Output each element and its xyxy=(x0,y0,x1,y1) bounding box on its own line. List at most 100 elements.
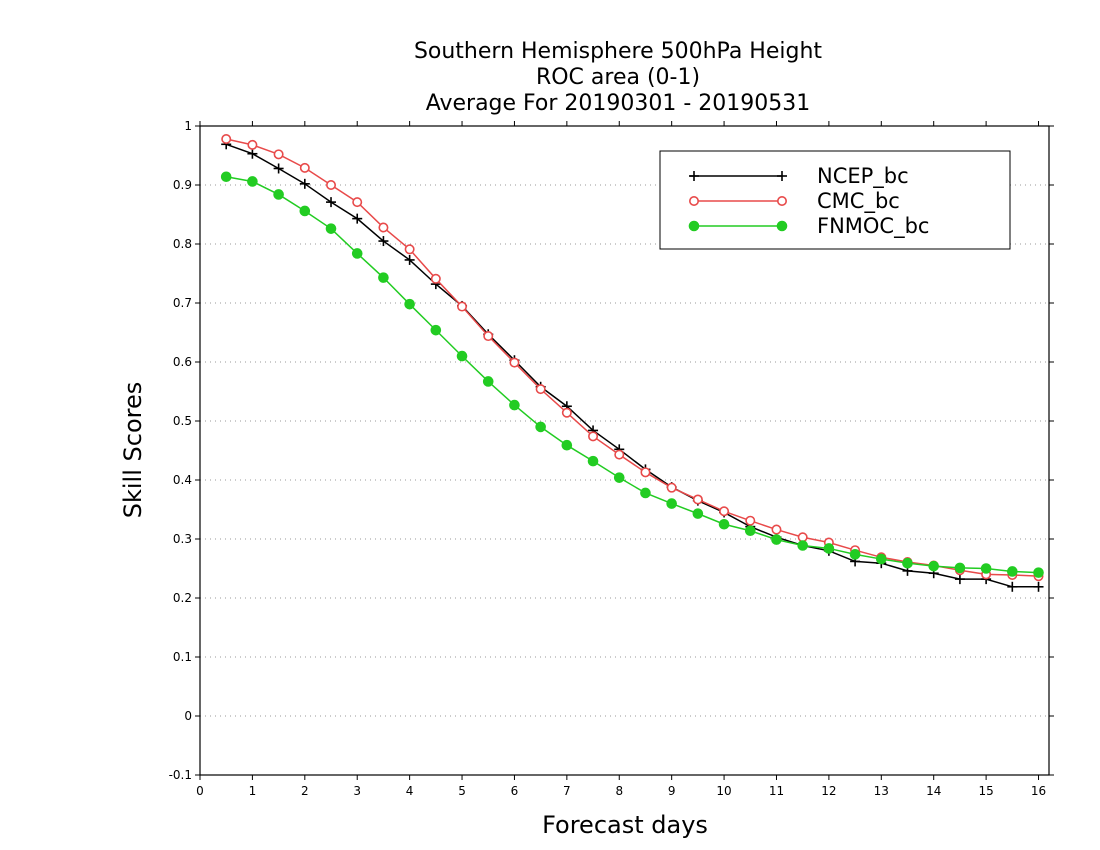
x-tick-label: 7 xyxy=(563,784,571,798)
legend-marker xyxy=(688,220,700,232)
x-tick-label: 5 xyxy=(458,784,466,798)
legend-entry: NCEP_bc xyxy=(689,164,909,189)
data-point xyxy=(1033,581,1044,592)
data-point xyxy=(456,350,468,362)
data-point xyxy=(299,205,311,217)
data-point xyxy=(718,518,730,530)
data-point xyxy=(640,467,651,478)
data-point xyxy=(351,248,363,259)
data-point xyxy=(404,244,415,255)
series-layer xyxy=(220,133,1044,592)
y-tick-label: 0 xyxy=(184,709,192,723)
data-point xyxy=(640,487,651,499)
legend-label: CMC_bc xyxy=(817,189,900,214)
axis-ticks: -0.1 0 0.1 0.2 0.3 0.4 0.5 0.6 0.7 0.8 0.9 10 1 2 3 4 5 6… xyxy=(169,119,1054,798)
legend-marker xyxy=(776,196,787,207)
data-point xyxy=(378,222,389,233)
plot-area-frame xyxy=(199,125,1050,776)
x-tick-label: 15 xyxy=(978,784,993,798)
legend-box xyxy=(659,150,1011,250)
x-tick-label: 3 xyxy=(353,784,361,798)
data-point xyxy=(404,298,415,310)
x-tick-label: 8 xyxy=(615,784,623,798)
legend-marker xyxy=(688,196,699,207)
title-line-3: Average For 20190301 - 20190531 xyxy=(426,91,811,116)
data-point xyxy=(692,508,704,519)
y-tick-label: 0.6 xyxy=(173,355,192,369)
y-tick-label: 0.4 xyxy=(173,473,192,487)
data-point xyxy=(692,494,703,505)
x-tick-label: 4 xyxy=(406,784,414,798)
data-point xyxy=(482,376,494,387)
x-tick-label: 14 xyxy=(926,784,941,798)
data-point xyxy=(613,472,625,483)
data-point xyxy=(954,562,966,574)
data-point xyxy=(902,557,913,569)
data-point xyxy=(797,532,808,543)
legend-label: NCEP_bc xyxy=(817,164,909,189)
data-point xyxy=(771,524,782,535)
title-line-2: ROC area (0-1) xyxy=(536,65,700,90)
data-point xyxy=(483,331,494,342)
data-point xyxy=(299,162,310,173)
data-point xyxy=(326,180,337,191)
data-point xyxy=(928,560,940,572)
data-point xyxy=(220,171,232,183)
data-point xyxy=(1007,581,1018,592)
data-point xyxy=(561,439,573,451)
x-tick-label: 10 xyxy=(716,784,731,798)
data-point xyxy=(980,563,992,574)
legend-label: FNMOC_bc xyxy=(817,214,929,239)
x-tick-label: 16 xyxy=(1031,784,1046,798)
y-tick-label: -0.1 xyxy=(169,768,192,782)
title-line-1: Southern Hemisphere 500hPa Height xyxy=(414,39,822,64)
y-tick-label: 1 xyxy=(184,119,192,133)
data-point xyxy=(744,525,756,537)
y-tick-label: 0.1 xyxy=(173,650,192,664)
y-tick-label: 0.9 xyxy=(173,178,192,192)
x-tick-label: 2 xyxy=(301,784,309,798)
data-point xyxy=(954,574,965,585)
data-point xyxy=(509,357,520,368)
data-point xyxy=(745,515,756,526)
grid-lines xyxy=(200,184,1049,717)
data-point xyxy=(430,324,442,336)
y-tick-label: 0.3 xyxy=(173,532,192,546)
data-point xyxy=(326,197,337,208)
legend-marker xyxy=(777,171,787,181)
series-fnmoc_bc xyxy=(220,171,1044,578)
data-point xyxy=(352,197,363,208)
data-point xyxy=(247,139,258,150)
data-point xyxy=(614,449,625,460)
series-line xyxy=(225,143,1039,588)
x-axis-label: Forecast days xyxy=(542,811,708,839)
data-point xyxy=(430,273,441,284)
x-tick-label: 6 xyxy=(511,784,519,798)
y-axis-label: Skill Scores xyxy=(119,382,147,519)
data-point xyxy=(509,399,520,411)
x-tick-label: 11 xyxy=(769,784,784,798)
data-point xyxy=(1007,566,1018,577)
data-point xyxy=(404,254,415,265)
data-point xyxy=(378,236,389,247)
x-tick-label: 0 xyxy=(196,784,204,798)
y-tick-label: 0.7 xyxy=(173,296,192,310)
legend-marker xyxy=(689,171,699,181)
data-point xyxy=(247,176,258,187)
data-point xyxy=(378,272,389,283)
data-point xyxy=(588,431,599,442)
data-point xyxy=(823,543,835,554)
data-point xyxy=(719,506,730,517)
data-point xyxy=(666,498,677,509)
chart-title: Southern Hemisphere 500hPa Height ROC ar… xyxy=(414,39,822,116)
data-point xyxy=(771,534,782,545)
legend-entry: FNMOC_bc xyxy=(688,214,929,239)
y-tick-label: 0.8 xyxy=(173,237,192,251)
x-tick-label: 13 xyxy=(874,784,889,798)
data-point xyxy=(797,540,808,551)
y-tick-label: 0.2 xyxy=(173,591,192,605)
y-tick-label: 0.5 xyxy=(173,414,192,428)
data-point xyxy=(299,178,310,189)
